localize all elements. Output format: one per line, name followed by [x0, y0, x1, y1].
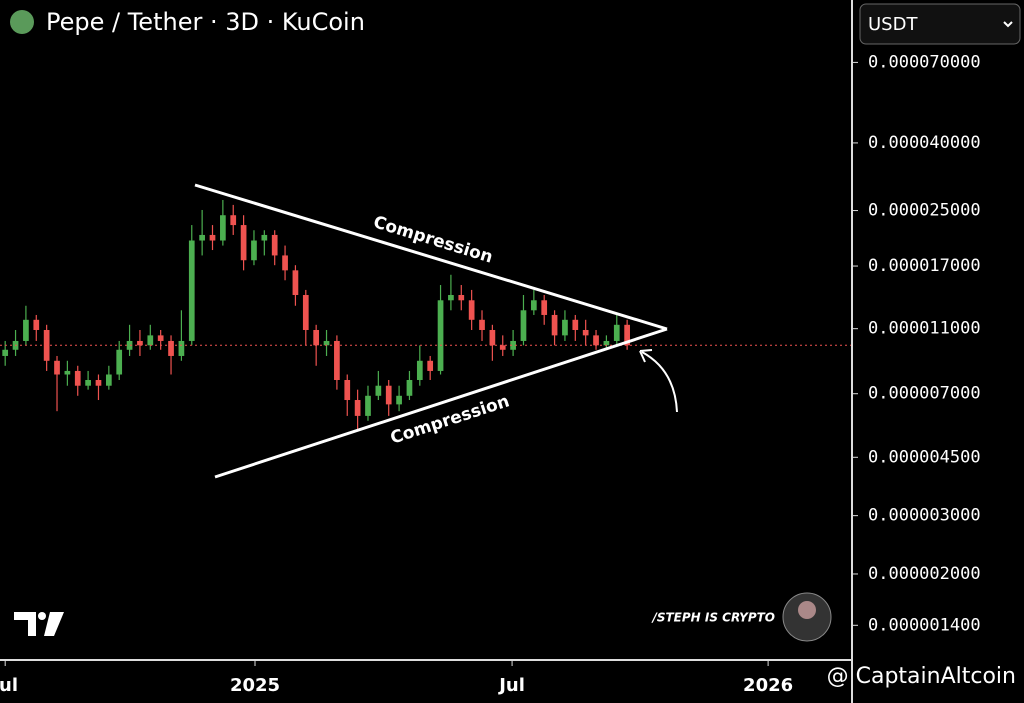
- candle-body: [292, 270, 299, 296]
- candle-body: [282, 255, 288, 271]
- x-tick-label: Jul: [497, 675, 525, 696]
- x-tick-label: 2025: [230, 675, 280, 696]
- y-tick-label: 0.000017000: [868, 256, 981, 276]
- candle-body: [489, 329, 496, 346]
- candle-body: [85, 380, 91, 386]
- arrow: [641, 351, 678, 413]
- candle-body: [137, 340, 143, 346]
- candle-body: [251, 240, 257, 261]
- candle-body: [479, 319, 485, 330]
- candle-body: [396, 395, 402, 405]
- currency-selector[interactable]: [859, 3, 1021, 45]
- y-tick-label: 0.000040000: [868, 133, 981, 153]
- candle-body: [593, 335, 599, 346]
- candle-body: [541, 300, 548, 315]
- tv-logo-v: [44, 612, 64, 636]
- candle-body: [261, 234, 268, 241]
- y-tick-label: 0.000011000: [868, 319, 981, 339]
- candle-body: [220, 215, 226, 241]
- candle-body: [74, 370, 81, 386]
- candle-body: [230, 215, 237, 226]
- avatar-face: [798, 601, 816, 619]
- candle-body: [406, 380, 413, 396]
- tv-logo: [14, 612, 36, 636]
- candle-body: [33, 319, 40, 330]
- candle-body: [199, 234, 205, 241]
- watermark: @ CaptainAltcoin: [827, 664, 1016, 689]
- candle-body: [562, 319, 568, 336]
- candle-body: [168, 340, 174, 356]
- candle-body: [95, 380, 102, 386]
- currency-label[interactable]: USDT: [868, 14, 918, 35]
- candle-body: [448, 295, 454, 301]
- symbol-icon: [10, 10, 34, 34]
- candle-body: [375, 385, 382, 396]
- candle-body: [510, 340, 516, 350]
- upper-trendline: [194, 183, 668, 331]
- y-tick-label: 0.000002000: [868, 564, 981, 584]
- candle-body: [613, 324, 620, 341]
- candle-body: [126, 340, 133, 350]
- y-tick-label: 0.000003000: [868, 506, 981, 526]
- x-tick-label: 2026: [743, 675, 793, 696]
- candle-body: [313, 329, 320, 346]
- candle-body: [499, 345, 506, 350]
- candle-body: [603, 340, 610, 346]
- candle-body: [116, 349, 123, 375]
- candle-body: [572, 319, 579, 330]
- candle-body: [551, 314, 558, 336]
- y-tick-label: 0.000070000: [868, 52, 981, 72]
- arrow-head: [639, 349, 653, 363]
- candle-body: [209, 234, 216, 241]
- candle-body: [365, 395, 371, 416]
- watermark: /STEPH IS CRYPTO: [650, 611, 775, 625]
- chart-title: Pepe / Tether · 3D · KuCoin: [46, 8, 365, 36]
- candle-body: [416, 360, 423, 381]
- candle-body: [105, 374, 112, 386]
- candles: [0, 200, 852, 432]
- candle-body: [147, 335, 154, 346]
- candle-body: [188, 240, 195, 341]
- tv-logo-dot: [38, 612, 46, 620]
- candle-body: [354, 400, 361, 416]
- dropdown-chevron[interactable]: [1003, 21, 1013, 28]
- candle-body: [240, 225, 247, 261]
- y-tick-label: 0.000001400: [868, 615, 981, 635]
- lower-trendline: [214, 327, 668, 479]
- x-tick-label: Jul: [0, 675, 18, 696]
- candle-body: [23, 319, 29, 341]
- y-tick-label: 0.000025000: [868, 201, 981, 221]
- candle-body: [157, 335, 164, 341]
- candle-body: [385, 385, 392, 405]
- candle-body: [458, 295, 465, 301]
- candle-body: [334, 340, 340, 381]
- candle-body: [178, 340, 185, 356]
- candle-body: [582, 329, 589, 336]
- candle-body: [2, 349, 9, 356]
- candle-body: [427, 360, 434, 371]
- candle-body: [64, 370, 71, 375]
- candle-body: [530, 300, 537, 311]
- candle-body: [54, 360, 60, 375]
- y-tick-label: 0.000007000: [868, 384, 981, 404]
- candle-body: [302, 295, 309, 330]
- y-tick-label: 0.000004500: [868, 447, 981, 467]
- candle-body: [344, 380, 351, 401]
- candle-body: [468, 300, 475, 320]
- candle-body: [520, 310, 527, 341]
- candle-body: [323, 340, 330, 346]
- candle-body: [624, 324, 630, 346]
- candle-body: [271, 234, 278, 256]
- candle-body: [437, 300, 444, 371]
